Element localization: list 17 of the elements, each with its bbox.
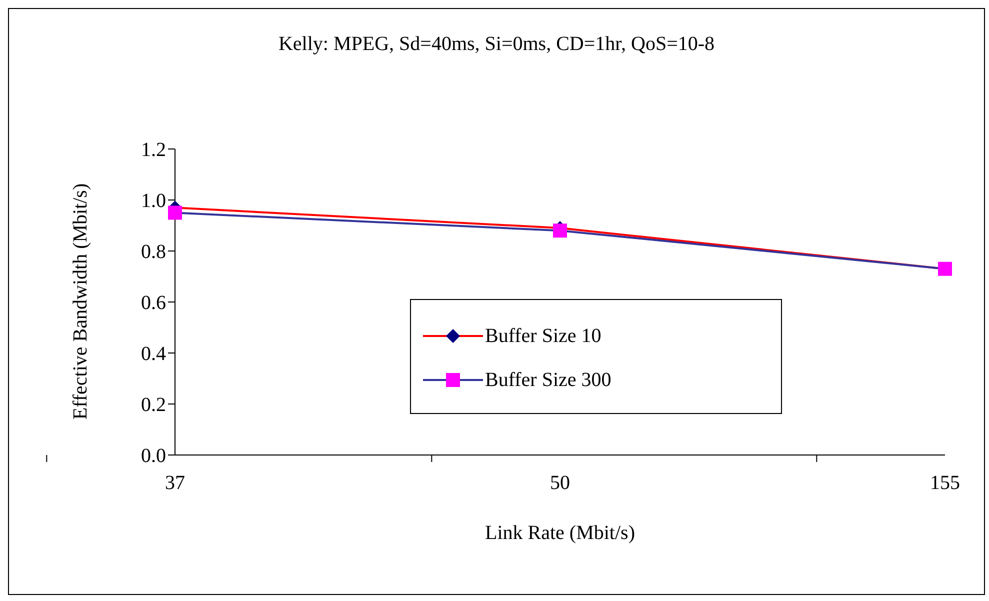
y-axis-title: Effective Bandwidth (Mbit/s) [70, 182, 92, 422]
y-tick-label: 0.6 [141, 292, 166, 314]
chart-title: Kelly: MPEG, Sd=40ms, Si=0ms, CD=1hr, QoS=10-8 [277, 33, 716, 56]
y-tick-label: 0.2 [141, 394, 166, 416]
legend-label: Buffer Size 300 [485, 368, 612, 392]
y-tick-label: 0.4 [141, 343, 166, 366]
y-tick-label: 0.0 [141, 445, 166, 468]
y-tick-label: 1.2 [141, 139, 166, 162]
x-tick-label: 50 [550, 472, 570, 494]
y-tick-label: 1.0 [141, 190, 166, 212]
x-tick-label: 37 [165, 472, 185, 494]
point [168, 206, 182, 220]
point [553, 224, 567, 238]
x-axis-title: Link Rate (Mbit/s) [485, 522, 635, 544]
x-tick-label: 155 [930, 472, 960, 494]
legend-label: Buffer Size 10 [485, 324, 602, 348]
y-tick-label: 0.8 [141, 241, 166, 264]
